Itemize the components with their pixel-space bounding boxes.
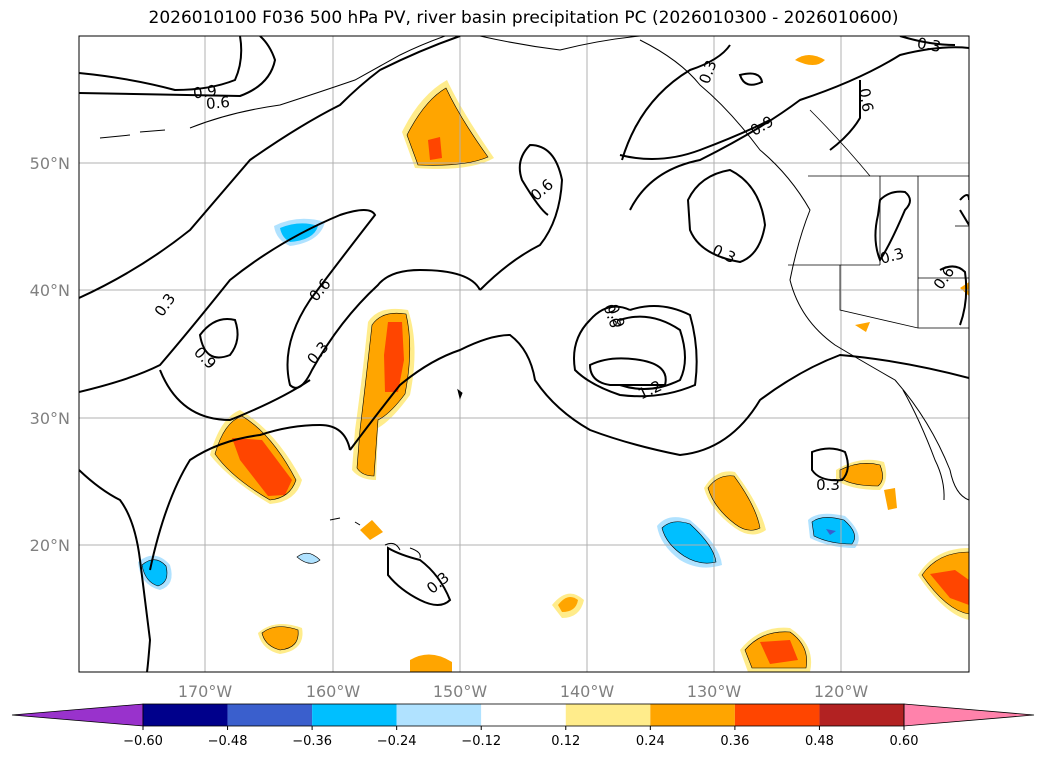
contour-label: 0.6 (855, 87, 877, 114)
contour-label: 0.3 (151, 290, 179, 320)
contour-label: 1.2 (635, 377, 664, 403)
lon-ticks: 170°W 160°W 150°W 140°W 130°W 120°W (178, 682, 869, 701)
colorbar: −0.60 −0.48 −0.36 −0.24 −0.12 0.12 0.24 0.36 0.4… (12, 704, 1034, 749)
precip-blob-positive (795, 55, 825, 65)
contour-label: 0.3 (878, 244, 906, 268)
contour-label: 0.9 (190, 343, 220, 373)
colorbar-segment (819, 704, 904, 726)
contour-label: 0.6 (930, 263, 958, 293)
contour-label: 0.6 (527, 175, 557, 204)
contour-label: 0.3 (816, 476, 840, 494)
colorbar-label: 0.48 (805, 734, 834, 749)
colorbar-segment (228, 704, 313, 726)
colorbar-segment (650, 704, 735, 726)
colorbar-label: 0.36 (720, 734, 749, 749)
colorbar-segment (481, 704, 566, 726)
contour-label: 0.3 (916, 34, 943, 56)
colorbar-under-extension (12, 704, 143, 726)
colorbar-label: 0.60 (890, 734, 919, 749)
lat-ticks: 50°N 40°N 30°N 20°N (30, 154, 70, 555)
lon-tick-label: 160°W (306, 682, 361, 701)
lat-tick-label: 40°N (30, 281, 70, 300)
precip-blob-positive (410, 654, 452, 672)
lon-tick-label: 150°W (433, 682, 488, 701)
colorbar-label: −0.36 (292, 734, 332, 749)
colorbar-segment (397, 704, 482, 726)
contour-labels: 0.90.60.30.60.9 0.30.60.30.91.20.30.90.60… (151, 34, 958, 598)
precip-blob-positive (855, 322, 870, 332)
lon-tick-label: 130°W (687, 682, 742, 701)
lon-tick-label: 170°W (178, 682, 233, 701)
colorbar-label: 0.24 (636, 734, 665, 749)
lon-tick-label: 140°W (560, 682, 615, 701)
colorbar-segment (143, 704, 228, 726)
shading-outlines (142, 88, 969, 668)
lon-tick-label: 120°W (814, 682, 869, 701)
contour-label: 0.9 (747, 112, 777, 140)
colorbar-over-extension (904, 704, 1034, 726)
precip-blob-positive (407, 88, 488, 165)
contour-label: 0.3 (423, 568, 453, 597)
colorbar-segment (735, 704, 820, 726)
precip-blob-positive (960, 282, 969, 296)
colorbar-segment (566, 704, 651, 726)
contour-label: 0.6 (205, 93, 230, 113)
colorbar-label: −0.24 (377, 734, 417, 749)
lat-tick-label: 50°N (30, 154, 70, 173)
lat-tick-label: 30°N (30, 409, 70, 428)
colorbar-label: −0.60 (123, 734, 163, 749)
precip-blob-strong (428, 137, 442, 160)
precip-blob-positive (884, 488, 897, 510)
contour-label: 0.3 (695, 58, 720, 87)
colorbar-label: −0.12 (461, 734, 501, 749)
colorbar-label: 0.12 (551, 734, 580, 749)
precip-blob-positive (360, 520, 383, 540)
political-borders (788, 110, 969, 328)
lat-tick-label: 20°N (30, 536, 70, 555)
colorbar-segment (312, 704, 397, 726)
precip-shading (138, 55, 969, 672)
colorbar-label: −0.48 (208, 734, 248, 749)
